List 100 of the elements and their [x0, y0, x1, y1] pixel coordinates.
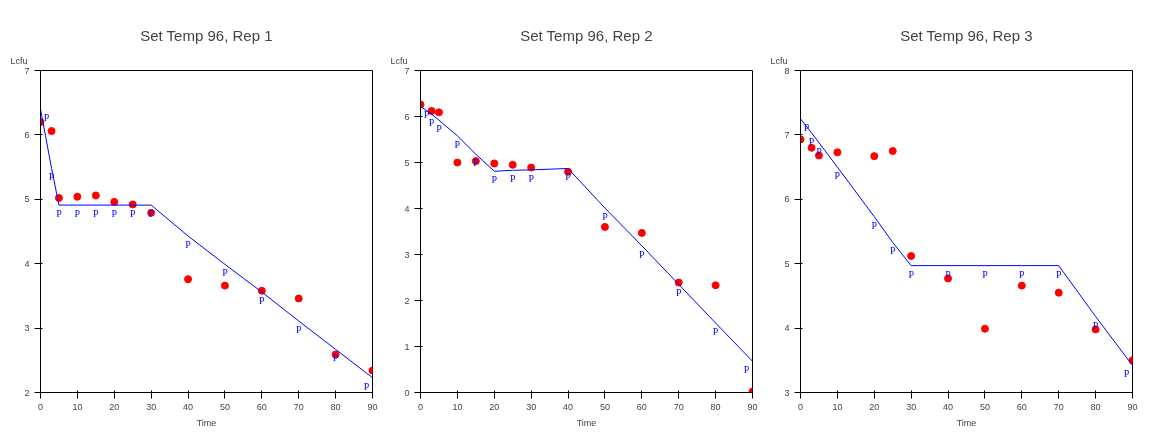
point: [907, 251, 916, 260]
x-tick-label: 30: [146, 401, 157, 412]
x-tick-label: 40: [183, 401, 194, 412]
point: [508, 160, 517, 169]
point: [711, 281, 720, 290]
data-label: P: [185, 239, 192, 251]
x-tick-label: 90: [747, 401, 758, 412]
data-label: P: [129, 208, 136, 220]
point: [110, 197, 119, 206]
data-label: P: [509, 173, 516, 185]
data-label: P: [111, 208, 118, 220]
y-tick-label: 2: [24, 387, 30, 398]
data-label: P: [473, 157, 480, 169]
y-axis-title: Lcfu: [390, 55, 408, 66]
point: [1054, 288, 1063, 297]
y-tick-label: 7: [24, 65, 30, 76]
x-tick-label: 0: [418, 401, 424, 412]
data-label: P: [712, 326, 719, 338]
x-tick-label: 50: [599, 401, 610, 412]
x-tick-label: 70: [293, 401, 304, 412]
x-tick-label: 40: [943, 401, 954, 412]
chart-title: Set Temp 96, Rep 2: [520, 26, 653, 44]
data-label: P: [1123, 368, 1130, 380]
x-axis-title: Time: [956, 417, 977, 428]
x-tick-label: 30: [526, 401, 537, 412]
y-tick-label: 0: [404, 387, 410, 398]
data-label: P: [1055, 268, 1062, 280]
y-tick-label: 7: [404, 65, 410, 76]
y-tick-label: 8: [784, 65, 790, 76]
x-tick-label: 80: [710, 401, 721, 412]
point: [294, 294, 303, 303]
data-label: P: [908, 268, 915, 280]
y-tick-label: 6: [24, 129, 30, 140]
y-axis-title: Lcfu: [770, 55, 788, 66]
data-label: P: [48, 171, 55, 183]
x-axis-title: Time: [576, 417, 597, 428]
point: [600, 222, 609, 231]
x-tick-label: 90: [367, 401, 378, 412]
data-label: P: [945, 268, 952, 280]
data-label: P: [148, 208, 155, 220]
point: [980, 324, 989, 333]
point: [637, 228, 646, 237]
data-label: P: [491, 174, 498, 186]
y-tick-label: 3: [784, 387, 790, 398]
x-tick-label: 20: [869, 401, 880, 412]
x-tick-label: 90: [1127, 401, 1138, 412]
x-tick-label: 40: [563, 401, 574, 412]
x-tick-label: 50: [979, 401, 990, 412]
data-label: P: [743, 364, 750, 376]
point: [184, 275, 193, 284]
data-label: P: [43, 112, 50, 124]
data-label: P: [565, 171, 572, 183]
data-label: P: [56, 208, 63, 220]
data-label: P: [602, 211, 609, 223]
data-label: P: [436, 123, 443, 135]
data-label: P: [74, 208, 81, 220]
x-axis-title: Time: [196, 417, 217, 428]
x-tick-label: 80: [1090, 401, 1101, 412]
y-axis-title: Lcfu: [10, 55, 28, 66]
point: [91, 191, 100, 200]
data-label: P: [332, 352, 339, 364]
data-label: P: [639, 248, 646, 260]
y-tick-label: 5: [24, 194, 30, 205]
data-label: P: [808, 135, 815, 147]
x-tick-label: 60: [636, 401, 647, 412]
x-tick-label: 10: [452, 401, 463, 412]
x-tick-label: 0: [798, 401, 804, 412]
line-series: [40, 108, 373, 379]
point: [220, 281, 229, 290]
data-label: P: [816, 145, 823, 157]
data-label: P: [1019, 268, 1026, 280]
data-label: P: [871, 219, 878, 231]
chart-title: Set Temp 96, Rep 1: [140, 26, 273, 44]
x-tick-label: 30: [906, 401, 917, 412]
data-label: P: [222, 267, 229, 279]
y-tick-label: 6: [404, 111, 410, 122]
x-tick-label: 60: [1016, 401, 1027, 412]
data-label: P: [363, 380, 370, 392]
x-tick-label: 50: [219, 401, 230, 412]
data-label: P: [528, 172, 535, 184]
line-series: [800, 118, 1133, 366]
data-label: P: [982, 268, 989, 280]
x-tick-label: 20: [489, 401, 500, 412]
data-label: P: [428, 117, 435, 129]
point: [833, 148, 842, 157]
y-tick-label: 6: [784, 194, 790, 205]
data-label: P: [259, 295, 266, 307]
y-tick-label: 1: [404, 341, 410, 352]
point: [1017, 281, 1026, 290]
data-label: P: [1092, 319, 1099, 331]
data-label: P: [454, 138, 461, 150]
chart-title: Set Temp 96, Rep 3: [900, 26, 1033, 44]
x-tick-label: 10: [832, 401, 843, 412]
point: [888, 147, 897, 155]
x-tick-label: 20: [109, 401, 120, 412]
x-tick-label: 70: [1053, 401, 1064, 412]
y-tick-label: 5: [404, 157, 410, 168]
point: [490, 159, 499, 168]
x-tick-label: 80: [330, 401, 341, 412]
y-tick-label: 5: [784, 258, 790, 269]
